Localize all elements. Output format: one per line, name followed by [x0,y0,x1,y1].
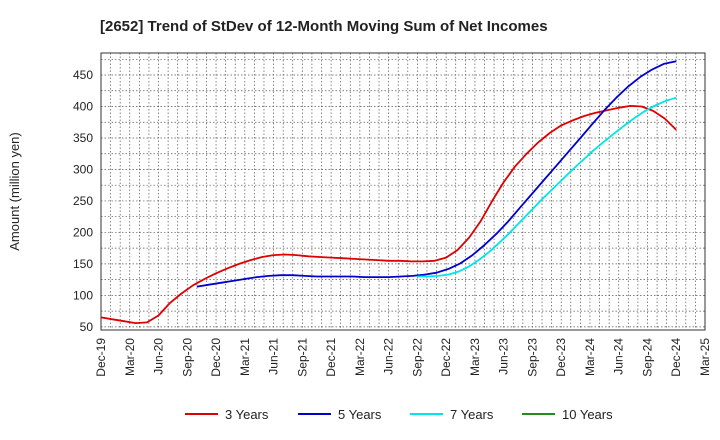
y-tick-label: 400 [73,100,93,114]
legend: 3 Years 5 Years 7 Years 10 Years [185,407,613,422]
x-tick-label: Jun-22 [382,338,396,375]
x-tick-label: Jun-24 [612,338,626,375]
y-tick-label: 200 [73,225,93,239]
x-tick-label: Sep-21 [295,338,309,377]
y-tick-label: 50 [80,320,94,334]
legend-label: 5 Years [338,407,382,422]
x-tick-label: Mar-22 [353,338,367,376]
plot-area [100,52,706,331]
legend-label: 7 Years [450,407,494,422]
y-tick-label: 300 [73,162,93,176]
series-line-5-years [196,60,677,288]
x-tick-label: Dec-22 [439,338,453,377]
x-tick-label: Dec-19 [94,338,108,377]
x-tick-label: Sep-23 [525,338,539,377]
series-line-3-years [100,105,677,324]
x-tick-label: Mar-20 [123,338,137,376]
chart-title: [2652] Trend of StDev of 12-Month Moving… [100,18,548,35]
y-tick-label: 100 [73,288,93,302]
x-tick-label: Dec-23 [554,338,568,377]
x-tick-label: Jun-20 [152,338,166,375]
x-tick-label: Mar-25 [698,338,712,376]
x-tick-label: Mar-23 [468,338,482,376]
x-tick-label: Mar-21 [238,338,252,376]
x-tick-label: Dec-21 [324,338,338,377]
y-tick-label: 350 [73,131,93,145]
series-layer [100,60,677,324]
x-tick-label: Sep-20 [180,338,194,377]
y-axis-label: Amount (million yen) [7,132,22,251]
x-axis-ticks: Dec-19 Mar-20 Jun-20 Sep-20 Dec-20 Mar-21 Jun-… [94,338,712,377]
legend-label: 10 Years [562,407,613,422]
y-axis-ticks: 50 100 150 200 250 300 350 400 450 [73,68,93,334]
x-tick-label: Dec-20 [209,338,223,377]
x-tick-label: Jun-23 [497,338,511,375]
y-tick-label: 450 [73,68,93,82]
x-tick-label: Jun-21 [267,338,281,375]
y-tick-label: 150 [73,257,93,271]
x-tick-label: Dec-24 [669,338,683,377]
legend-label: 3 Years [225,407,269,422]
y-tick-label: 250 [73,194,93,208]
x-tick-label: Mar-24 [583,338,597,376]
grid-layer [100,53,706,330]
x-tick-label: Sep-22 [410,338,424,377]
series-line-7-years [417,96,677,278]
x-tick-label: Sep-24 [640,338,654,377]
